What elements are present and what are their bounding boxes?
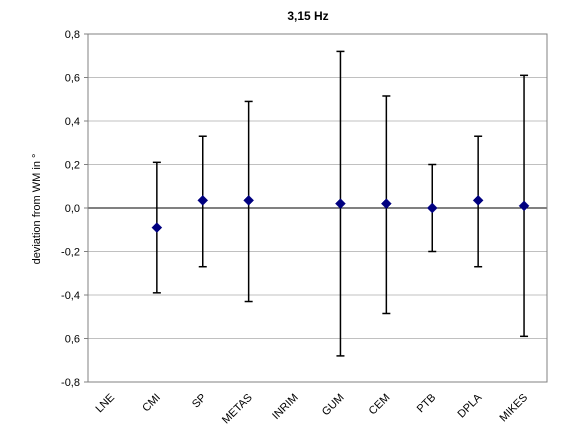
x-tick-label: SP — [190, 392, 209, 411]
x-tick-label: INRIM — [270, 392, 301, 423]
y-axis-label: deviation from WM in ° — [31, 154, 43, 265]
x-tick-label: PTB — [415, 392, 439, 416]
x-tick-label: METAS — [220, 392, 255, 427]
y-tick-label: 0,6 — [65, 73, 80, 85]
x-tick-label: MIKES — [497, 392, 530, 425]
x-tick-label: GUM — [320, 392, 347, 419]
y-tick-label: 0,2 — [65, 160, 80, 172]
data-point-marker — [243, 195, 255, 206]
y-tick-label: 0,0 — [65, 203, 80, 215]
y-tick-label: 0,6 — [65, 334, 80, 346]
data-point-marker — [151, 222, 163, 233]
x-tick-labels: LNE CMI SP METAS INRIM GUM CEM PTB DPLA MIKES — [93, 391, 530, 426]
x-tick-label: CMI — [140, 392, 163, 415]
chart-title: 3,15 Hz — [287, 9, 328, 23]
data-point-marker — [518, 200, 530, 212]
x-tick-label: LNE — [93, 392, 117, 416]
data-point-marker — [197, 195, 209, 206]
data-point-marker — [335, 198, 346, 210]
data-markers — [151, 195, 530, 233]
grid-layer — [84, 33, 547, 383]
y-tick-label: 0,8 — [65, 29, 80, 41]
data-point-marker — [426, 202, 438, 214]
y-tick-label: 0,4 — [65, 116, 80, 128]
y-tick-label: -0,4 — [61, 290, 80, 302]
y-tick-label: -0,8 — [61, 377, 80, 389]
y-tick-label: -0,2 — [61, 247, 80, 259]
y-tick-labels: -0,8 0,6 -0,4 -0,2 0,0 0,2 0,4 0,6 0,8 — [61, 29, 80, 389]
data-point-marker — [472, 195, 484, 206]
x-tick-label: DPLA — [455, 391, 484, 420]
data-point-marker — [380, 198, 392, 210]
plot-frame — [87, 33, 548, 383]
x-tick-label: CEM — [367, 392, 393, 418]
